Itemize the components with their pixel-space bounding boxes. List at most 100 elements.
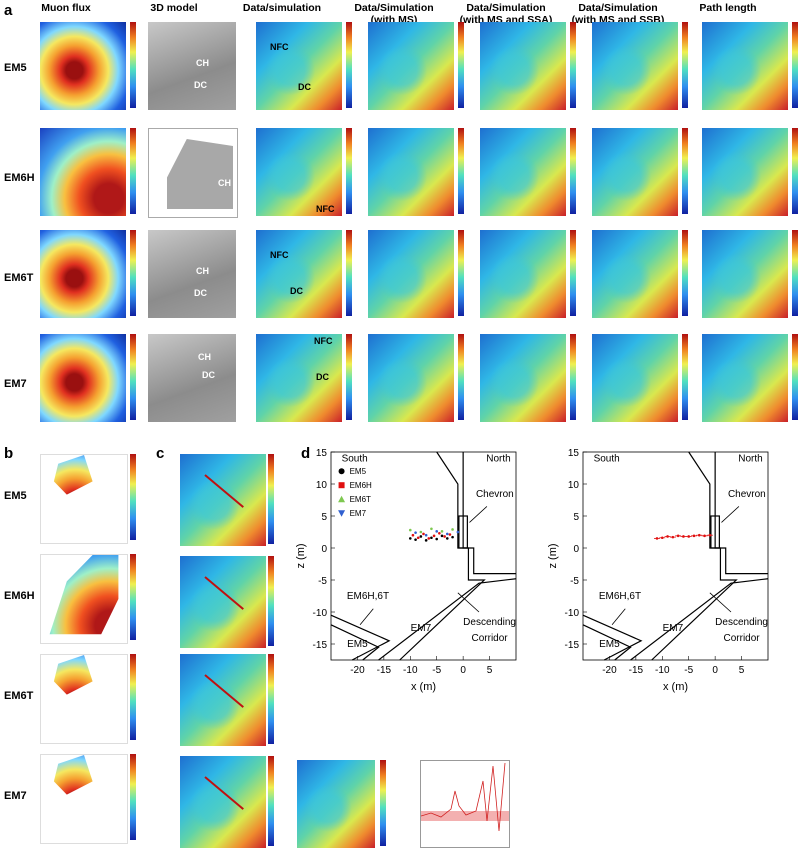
chevron-arrow (721, 506, 740, 523)
chevron-wall-inner (462, 452, 516, 575)
xtick-label: 0 (460, 665, 466, 676)
annotation-dc-em7-data: DC (316, 372, 329, 382)
colorbar-a-r3-c3 (458, 334, 464, 420)
descending-corridor-lower (378, 578, 517, 661)
label-em7: EM7 (411, 623, 432, 634)
point-em6h (411, 533, 415, 537)
label-chevron: Chevron (728, 489, 766, 500)
xtick-label: -15 (377, 665, 392, 676)
point-em6t (451, 528, 454, 531)
xtick-label: 0 (712, 665, 718, 676)
point-em5 (440, 534, 444, 538)
row-label-a-em5: EM5 (4, 62, 27, 74)
label-descending: Descending (715, 617, 768, 628)
heatmap-b-blob (53, 755, 93, 795)
point-em5 (445, 537, 449, 540)
ytick-label: 5 (573, 512, 579, 523)
path-length-profile-svg (421, 762, 509, 832)
legend-label-em7: EM7 (350, 509, 367, 518)
annotation-dc-em6t-data: DC (290, 286, 303, 296)
label-north: North (738, 454, 762, 465)
heatmap-a-r0-c0 (40, 22, 126, 110)
heatmap-a-r2-c5 (592, 230, 678, 318)
label-em7: EM7 (663, 623, 684, 634)
annotation-nfc-em7: NFC (314, 336, 333, 346)
colorbar-a-r2-c3 (458, 230, 464, 316)
legend-label-em6t: EM6T (350, 495, 371, 504)
heatmap-a-r2-c4 (480, 230, 566, 318)
xtick-label: -5 (432, 665, 441, 676)
colorbar-a-r1-c4 (570, 128, 576, 214)
row-label-a-em6h: EM6H (4, 172, 35, 184)
heatmap-a-r3-c3 (368, 334, 454, 422)
em5-corridor (582, 614, 643, 661)
heatmap-a-r1-c2 (256, 128, 342, 216)
heatmap-b-em5 (40, 454, 128, 544)
ytick-label: -10 (313, 608, 328, 619)
plot-frame (582, 451, 769, 661)
corridor-arrow (457, 592, 480, 613)
point-em5 (430, 536, 433, 540)
em6-arrow (359, 608, 374, 626)
label-corridor: Corridor (724, 633, 761, 644)
label-south: South (594, 454, 620, 465)
chevron-chamber (710, 515, 720, 549)
ytick-label: -10 (565, 608, 580, 619)
heatmap-b-em7 (40, 754, 128, 844)
point-em6t (440, 530, 444, 533)
row-label-a-em7: EM7 (4, 378, 27, 390)
point-em6h (432, 534, 436, 538)
point-em7 (414, 531, 417, 534)
xtick-label: -20 (602, 665, 617, 676)
colorbar-a-r2-c4 (570, 230, 576, 316)
heatmap-a-r0-c3 (368, 22, 454, 110)
label-north: North (486, 454, 510, 465)
ytick-label: -15 (565, 640, 580, 651)
heatmap-a-r2-c6 (702, 230, 788, 318)
point-em6h (448, 533, 452, 536)
y-axis-label: z (m) (547, 543, 559, 568)
y-axis-label: z (m) (296, 543, 307, 568)
point-em5 (451, 535, 454, 539)
heatmap-a-r2-c0 (40, 230, 126, 318)
column-title-0: Muon flux (41, 2, 91, 14)
heatmap-b-blob (49, 555, 119, 635)
colorbar-a-r3-c0 (130, 334, 136, 420)
ytick-label: 0 (573, 544, 579, 555)
colorbar-a-r3-c4 (570, 334, 576, 420)
legend-label-em5: EM5 (350, 467, 367, 476)
ytick-label: -15 (313, 640, 328, 651)
point-em6h (427, 537, 431, 540)
heatmap-b-em6t (40, 654, 128, 744)
xtick-label: 5 (739, 665, 745, 676)
heatmap-c-em5 (180, 454, 266, 546)
heatmap-b-blob (53, 655, 93, 695)
point-em7 (424, 533, 428, 537)
fit-line (204, 474, 244, 508)
annotation-nfc-em6t: NFC (270, 250, 289, 260)
xtick-label: 5 (487, 665, 493, 676)
heatmap-b-em6h (40, 554, 128, 644)
column-title-6: Path length (699, 2, 757, 14)
colorbar-b-em6h (130, 554, 136, 640)
label-em6h6t: EM6H,6T (347, 591, 389, 602)
colorbar-a-r0-c2 (346, 22, 352, 108)
point-em5 (419, 535, 423, 538)
row-label-b-em6h: EM6H (4, 590, 35, 602)
xtick-label: -20 (350, 665, 365, 676)
heatmap-a-r1-c1 (148, 128, 238, 218)
colorbar-a-r1-c5 (682, 128, 688, 214)
em6-arrow (611, 608, 626, 626)
heatmap-a-r0-c5 (592, 22, 678, 110)
xtick-label: -15 (629, 665, 644, 676)
heatmap-c-em6t (180, 654, 266, 746)
column-title-2: Data/simulation (242, 2, 322, 14)
heatmap-b-blob (53, 455, 93, 495)
point-em7 (445, 532, 449, 536)
corridor-arrow (709, 592, 732, 613)
legend-marker-em6t (338, 495, 346, 503)
colorbar-a-r2-c5 (682, 230, 688, 316)
ytick-label: -5 (318, 576, 327, 587)
annotation-dc-em5-data: DC (298, 82, 311, 92)
tunnel-outline (582, 451, 769, 661)
